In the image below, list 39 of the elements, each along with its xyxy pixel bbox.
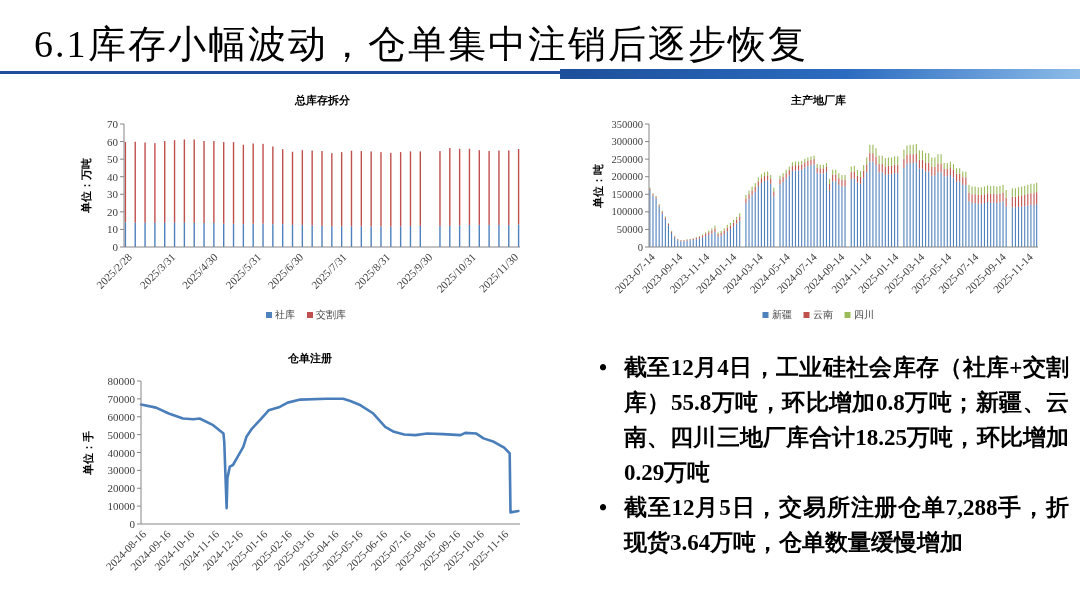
y-tick-label: 70000 bbox=[107, 392, 136, 405]
chart-title: 总库存拆分 bbox=[293, 94, 351, 106]
y-tick-label: 40 bbox=[107, 170, 119, 183]
legend-label: 交割库 bbox=[316, 309, 346, 320]
y-axis-title: 单位：手 bbox=[81, 430, 94, 476]
text: • 截至12月5日，交易所注册仓单7,288手，折现货3.64万吨，仓单数量缓慢增加 bbox=[597, 494, 1069, 557]
y-tick-label: 250000 bbox=[611, 153, 643, 165]
y-tick-label: 60000 bbox=[107, 410, 136, 423]
y-tick-label: 60 bbox=[107, 135, 119, 148]
y-tick-label: 40000 bbox=[107, 446, 136, 459]
y-tick-label: 350000 bbox=[611, 118, 643, 130]
chart-title: 主产地厂库 bbox=[789, 94, 846, 106]
y-tick-label: 0 bbox=[637, 241, 643, 253]
y-tick-label: 10000 bbox=[107, 500, 136, 513]
y-tick-label: 50 bbox=[107, 153, 119, 166]
y-tick-label: 50000 bbox=[107, 428, 136, 441]
chart-title: 仓单注册 bbox=[287, 352, 332, 364]
y-tick-label: 50000 bbox=[616, 223, 643, 235]
y-tick-label: 0 bbox=[129, 518, 136, 530]
y-tick-label: 100000 bbox=[611, 206, 643, 218]
legend-label: 云南 bbox=[812, 309, 833, 320]
legend-label: 新疆 bbox=[771, 309, 792, 320]
y-tick-label: 150000 bbox=[611, 188, 643, 200]
y-tick-label: 20000 bbox=[107, 482, 136, 495]
text: • 截至12月4日，工业硅社会库存（社库+交割库）55.8万吨，环比增加0.8万吨；新疆、云南、四川三地厂库合计18.25万吨，环比增加0.29万吨 bbox=[597, 354, 1069, 487]
y-tick-label: 10 bbox=[107, 223, 119, 236]
y-axis-title: 单位：万吨 bbox=[79, 158, 92, 214]
text: 6.1库存小幅波动，仓单集中注销后逐步恢复 bbox=[34, 23, 808, 65]
y-tick-label: 30 bbox=[107, 188, 119, 201]
y-tick-label: 200000 bbox=[611, 171, 643, 183]
y-tick-label: 300000 bbox=[611, 136, 643, 148]
legend-label: 四川 bbox=[853, 309, 874, 320]
y-axis-title: 单位：吨 bbox=[591, 163, 604, 209]
y-tick-label: 70 bbox=[107, 118, 119, 130]
y-tick-label: 80000 bbox=[107, 375, 136, 387]
y-tick-label: 30000 bbox=[107, 464, 136, 477]
y-tick-label: 0 bbox=[112, 241, 119, 253]
y-tick-label: 20 bbox=[107, 205, 119, 218]
legend-label: 社库 bbox=[275, 309, 295, 320]
